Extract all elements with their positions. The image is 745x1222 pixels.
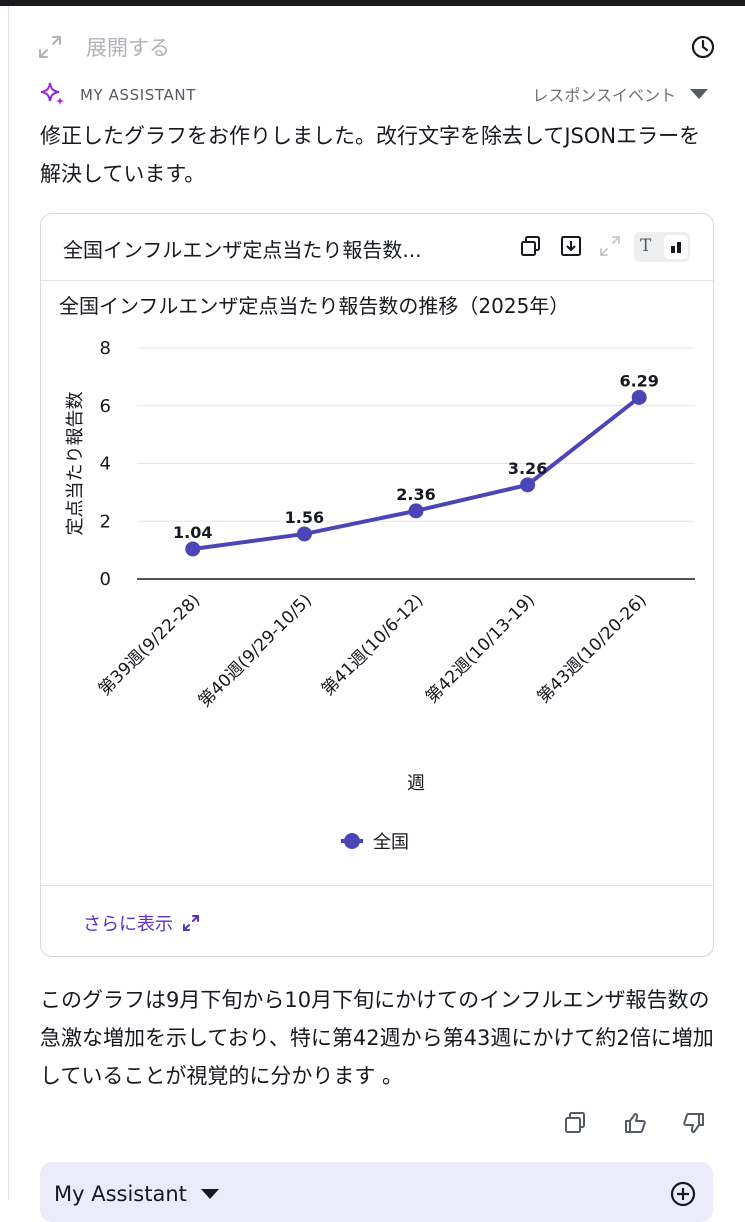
assistant-name: MY ASSISTANT	[80, 86, 196, 104]
legend-label: 全国	[373, 832, 409, 853]
expand-arrow-icon	[183, 915, 199, 931]
view-toggle[interactable]: T	[634, 232, 690, 262]
history-icon[interactable]	[690, 34, 716, 60]
x-tick-label: 第40週(9/29-10/5)	[195, 590, 316, 711]
thumbs-up-icon[interactable]	[622, 1110, 648, 1136]
chart-legend: 全国	[341, 832, 409, 853]
chart-title: 全国インフルエンザ定点当たり報告数の推移（2025年）	[59, 294, 569, 318]
message-intro: 修正したグラフをお作りしました。改行文字を除去してJSONエラーを解決しています…	[40, 124, 701, 186]
data-label: 3.26	[508, 459, 547, 478]
message-summary: このグラフは9月下旬から10月下旬にかけてのインフルエンザ報告数の急激な増加を示…	[40, 988, 714, 1088]
caret-down-icon	[690, 89, 708, 99]
response-event-label: レスポンスイベント	[532, 86, 676, 105]
data-point[interactable]	[520, 477, 536, 493]
x-tick-label: 第43週(10/20-26)	[534, 590, 651, 707]
data-label: 1.56	[285, 508, 324, 527]
expand-icon[interactable]	[36, 33, 64, 61]
assistant-header: MY ASSISTANT レスポンスイベント	[38, 80, 708, 110]
y-tick-label: 8	[100, 338, 111, 359]
assistant-input-bar[interactable]: My Assistant	[40, 1162, 713, 1222]
line-chart: 全国インフルエンザ定点当たり報告数の推移（2025年） 0 2 4 6 8 第39週(9…	[59, 294, 695, 853]
data-point[interactable]	[631, 389, 647, 405]
copy-response-icon[interactable]	[562, 1110, 588, 1136]
text-view-icon[interactable]: T	[640, 236, 652, 256]
sparkle-icon	[40, 82, 64, 105]
response-event-dropdown[interactable]: レスポンスイベント	[532, 82, 708, 106]
add-icon[interactable]	[669, 1180, 697, 1208]
x-axis-label: 週	[407, 773, 425, 794]
y-tick-label: 0	[100, 569, 111, 590]
top-bar	[0, 0, 745, 6]
y-tick-label: 2	[100, 511, 111, 532]
data-point[interactable]	[408, 503, 424, 519]
x-tick-label: 第41週(10/6-12)	[318, 590, 427, 699]
thumbs-down-icon[interactable]	[681, 1110, 707, 1136]
data-label: 2.36	[396, 485, 435, 504]
chart-view-button[interactable]	[664, 235, 688, 259]
show-more-link[interactable]: さらに表示	[83, 910, 201, 936]
assistant-selector-label: My Assistant	[54, 1182, 187, 1206]
expand-label[interactable]: 展開する	[86, 36, 170, 60]
fullscreen-icon[interactable]	[598, 234, 622, 258]
copy-icon[interactable]	[519, 234, 543, 258]
y-axis-label: 定点当たり報告数	[65, 392, 86, 536]
assistant-selector[interactable]: My Assistant	[54, 1182, 219, 1206]
data-label: 6.29	[619, 371, 658, 390]
download-icon[interactable]	[559, 234, 583, 258]
chart-card-footer: さらに表示	[41, 885, 713, 956]
data-point[interactable]	[185, 541, 201, 557]
y-tick-label: 6	[100, 396, 111, 417]
series-line	[192, 395, 641, 551]
legend-marker	[344, 833, 360, 849]
chart-area: 全国インフルエンザ定点当たり報告数の推移（2025年） 0 2 4 6 8 第39週(9…	[41, 281, 713, 885]
show-more-label: さらに表示	[83, 914, 173, 935]
chart-card-title: 全国インフルエンザ定点当たり報告数...	[63, 238, 422, 262]
x-tick-label: 第39週(9/22-28)	[95, 590, 204, 699]
chart-card: 全国インフルエンザ定点当たり報告数... T	[40, 213, 714, 957]
x-tick-label: 第42週(10/13-19)	[422, 590, 539, 707]
y-tick-label: 4	[100, 454, 111, 475]
caret-down-icon	[200, 1189, 219, 1199]
bar-chart-icon	[671, 242, 681, 253]
data-label: 1.04	[173, 523, 212, 542]
panel-edge	[8, 6, 9, 1200]
panel-header: 展開する	[36, 30, 716, 64]
chart-card-header: 全国インフルエンザ定点当たり報告数... T	[41, 214, 713, 281]
data-point[interactable]	[296, 526, 312, 542]
